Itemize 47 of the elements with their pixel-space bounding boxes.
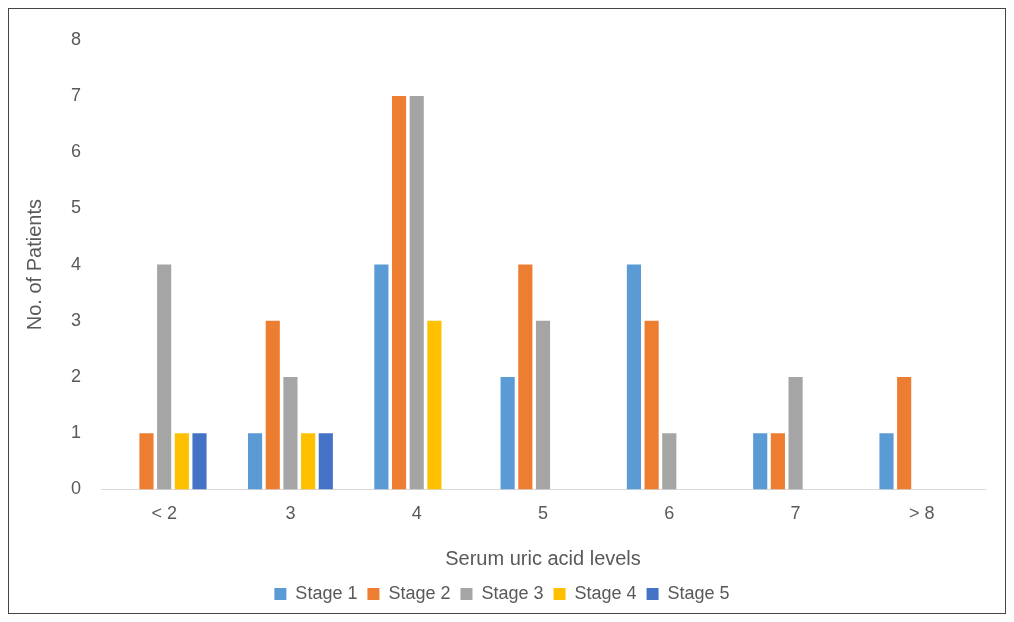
bar <box>283 377 298 490</box>
x-tick-label: 7 <box>790 503 801 524</box>
y-tick-label: 5 <box>71 197 82 218</box>
bar <box>265 320 280 490</box>
bar <box>192 433 207 490</box>
bar <box>753 433 768 490</box>
x-tick-label: 5 <box>538 503 549 524</box>
legend-label: Stage 5 <box>667 582 730 603</box>
bar <box>157 264 172 490</box>
y-axis-title: No. of Patients <box>22 199 45 331</box>
bar <box>897 377 912 490</box>
bar <box>535 320 551 490</box>
x-tick-label: > 8 <box>909 503 935 524</box>
y-tick-label: 4 <box>71 253 82 274</box>
y-tick-label: 2 <box>71 365 82 386</box>
bar <box>644 320 659 490</box>
bar <box>788 377 803 490</box>
bar <box>301 433 316 490</box>
y-tick-label: 8 <box>71 28 82 49</box>
x-tick-label: 4 <box>411 503 422 524</box>
bar <box>770 433 785 490</box>
bar <box>500 377 515 490</box>
y-tick-label: 6 <box>71 141 82 162</box>
legend-label: Stage 4 <box>574 582 637 603</box>
bar <box>626 264 641 490</box>
bar <box>248 433 263 490</box>
bar <box>391 96 407 490</box>
x-axis-title: Serum uric acid levels <box>445 546 641 569</box>
y-tick-label: 3 <box>71 309 82 330</box>
y-tick-label: 0 <box>71 478 82 499</box>
bar <box>427 320 442 490</box>
legend-label: Stage 3 <box>481 582 544 603</box>
bar <box>409 96 424 490</box>
bar <box>174 433 189 490</box>
bar <box>662 433 677 490</box>
y-tick-label: 7 <box>71 84 82 105</box>
bar <box>139 433 154 490</box>
bar <box>374 264 389 490</box>
x-tick-label: 3 <box>285 503 296 524</box>
legend-label: Stage 2 <box>388 582 451 603</box>
bar <box>518 264 533 490</box>
y-tick-label: 1 <box>71 422 82 443</box>
x-tick-label: < 2 <box>151 503 177 524</box>
bar <box>879 433 894 490</box>
x-tick-label: 6 <box>664 503 675 524</box>
legend-label: Stage 1 <box>295 582 358 603</box>
bar <box>318 433 333 490</box>
